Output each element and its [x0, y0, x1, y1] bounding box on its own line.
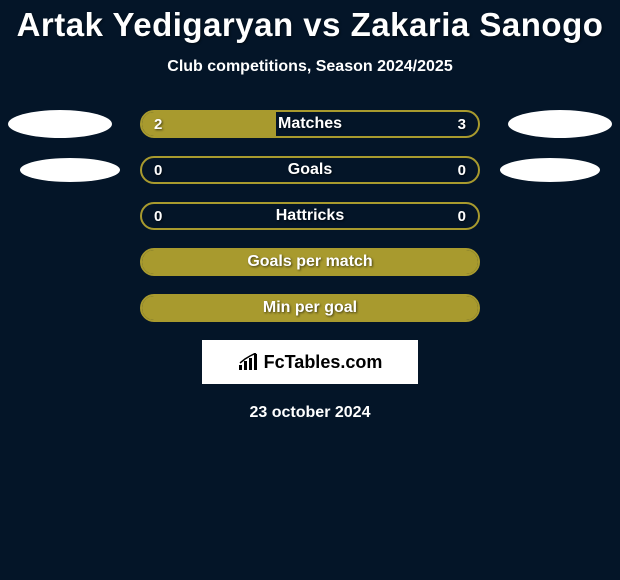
date: 23 october 2024 — [0, 404, 620, 422]
stat-bar: 0Goals0 — [140, 156, 480, 184]
stat-row: 0Goals0 — [0, 156, 620, 184]
stats-area: 2Matches30Goals00Hattricks0Goals per mat… — [0, 110, 620, 322]
stat-row: Goals per match — [0, 248, 620, 276]
stat-value-right: 0 — [458, 158, 466, 182]
stat-bar: 0Hattricks0 — [140, 202, 480, 230]
stat-oval-right — [500, 158, 600, 182]
stat-bar: 2Matches3 — [140, 110, 480, 138]
stat-row: 2Matches3 — [0, 110, 620, 138]
stat-label: Matches — [142, 112, 478, 136]
stat-bar: Goals per match — [140, 248, 480, 276]
stat-value-right: 0 — [458, 204, 466, 228]
logo: FcTables.com — [238, 352, 383, 373]
stat-label: Min per goal — [142, 296, 478, 320]
stat-row: 0Hattricks0 — [0, 202, 620, 230]
stat-label: Hattricks — [142, 204, 478, 228]
stat-row: Min per goal — [0, 294, 620, 322]
stat-bar: Min per goal — [140, 294, 480, 322]
stat-oval-left — [20, 158, 120, 182]
player-oval-left — [8, 110, 112, 138]
chart-icon — [238, 353, 260, 371]
comparison-container: Artak Yedigaryan vs Zakaria Sanogo Club … — [0, 0, 620, 422]
stat-value-right: 3 — [458, 112, 466, 136]
logo-text: FcTables.com — [264, 352, 383, 373]
subtitle: Club competitions, Season 2024/2025 — [0, 58, 620, 76]
player-oval-right — [508, 110, 612, 138]
page-title: Artak Yedigaryan vs Zakaria Sanogo — [0, 6, 620, 44]
stat-label: Goals — [142, 158, 478, 182]
logo-box: FcTables.com — [202, 340, 418, 384]
stat-label: Goals per match — [142, 250, 478, 274]
